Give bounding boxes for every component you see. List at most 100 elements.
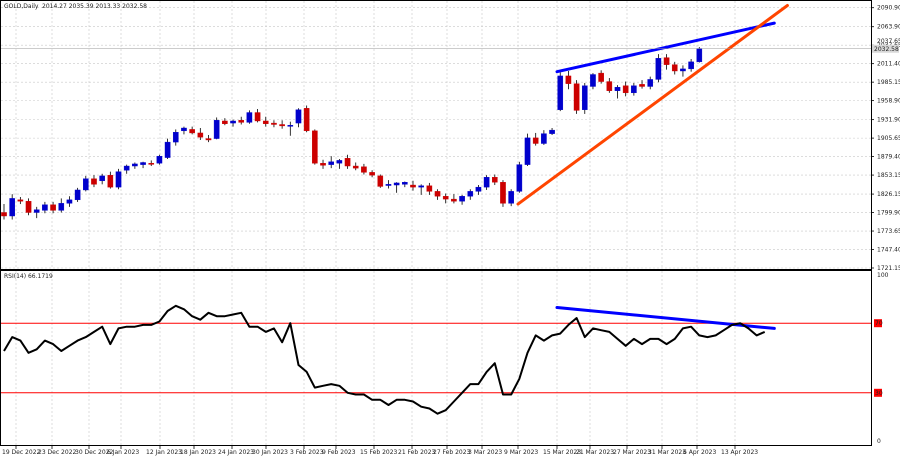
candle-body-up xyxy=(42,204,48,211)
date-tick-label: 9 Feb 2023 xyxy=(322,449,356,456)
date-tick-label: 9 Mar 2023 xyxy=(504,449,538,456)
candle-body-down xyxy=(312,130,318,164)
candle-body-up xyxy=(549,129,555,134)
candle-body-up xyxy=(115,171,122,188)
candle-body-up xyxy=(140,162,146,165)
candle xyxy=(410,180,416,191)
candle-body-up xyxy=(402,182,408,185)
candle xyxy=(91,175,97,188)
candle-body-down xyxy=(434,191,441,197)
current-price-marker: 2037.65 xyxy=(877,38,900,45)
candle-body-down xyxy=(361,166,367,173)
candle xyxy=(647,76,654,90)
date-tick-label: 31 Mar 2023 xyxy=(648,449,686,456)
candle-body-up xyxy=(557,75,564,110)
price-tick-label: 2063.90 xyxy=(877,24,900,31)
candle-body-down xyxy=(197,132,204,138)
candle-body-up xyxy=(541,133,547,144)
candle-body-up xyxy=(66,199,73,204)
price-tick-label: 1958.90 xyxy=(877,98,900,105)
candle-body-down xyxy=(606,81,613,91)
candle-body-down xyxy=(639,84,645,87)
date-tick-label: 21 Feb 2023 xyxy=(398,449,436,456)
price-tick-label: 1747.40 xyxy=(877,247,900,254)
date-tick-label: 3 Feb 2023 xyxy=(290,449,324,456)
main-grid xyxy=(1,1,871,269)
price-tick-label: 1853.15 xyxy=(877,172,900,179)
candle xyxy=(82,175,89,192)
candle xyxy=(33,206,40,219)
date-tick-label: 6 Jan 2023 xyxy=(107,449,139,456)
candle xyxy=(581,82,588,114)
candle xyxy=(442,193,449,204)
candle-body-down xyxy=(25,201,32,213)
candle-body-down xyxy=(91,178,97,185)
date-tick-label: 3 Mar 2023 xyxy=(468,449,502,456)
candle xyxy=(50,201,56,214)
candle xyxy=(230,119,236,127)
candle xyxy=(181,126,187,135)
candle-body-down xyxy=(344,158,351,167)
candle-body-down xyxy=(442,196,449,200)
candle xyxy=(622,81,629,97)
candle xyxy=(655,54,662,83)
candle-body-up xyxy=(647,79,654,87)
candle xyxy=(262,116,269,127)
candle-body-up xyxy=(483,177,490,188)
rsi-divergence-line xyxy=(555,306,776,330)
candle xyxy=(279,120,285,129)
candle-body-up xyxy=(164,141,171,158)
candle xyxy=(524,133,531,167)
price-tick-label: 1985.15 xyxy=(877,79,900,86)
candle-body-down xyxy=(271,122,277,125)
candle xyxy=(197,128,204,140)
candle xyxy=(303,105,310,133)
candle xyxy=(606,78,613,93)
candle-body-down xyxy=(369,172,375,176)
candle xyxy=(500,180,506,207)
candle xyxy=(189,126,195,135)
candle xyxy=(361,163,367,175)
candle xyxy=(639,80,645,89)
candle xyxy=(508,189,514,207)
current-price-label: 2032.58 xyxy=(874,46,899,53)
date-tick-label: 13 Apr 2023 xyxy=(721,449,758,456)
trendlines-layer xyxy=(516,4,789,206)
date-tick-label: 30 Jan 2023 xyxy=(252,449,288,456)
candle xyxy=(614,85,621,99)
candle-body-up xyxy=(459,196,465,202)
candle xyxy=(573,80,580,114)
candle xyxy=(541,130,547,145)
candle-body-up xyxy=(696,48,703,63)
candle-body-up xyxy=(581,85,588,110)
candle xyxy=(148,160,155,167)
symbol-label: GOLD,Daily xyxy=(4,3,39,10)
candle xyxy=(434,189,441,200)
price-tick-label: 1721.15 xyxy=(877,265,900,272)
current-price-box xyxy=(872,44,899,53)
candle-body-up xyxy=(590,74,596,87)
price-tick-label: 2011.40 xyxy=(877,61,900,68)
candle xyxy=(222,118,228,126)
candle-body-down xyxy=(565,75,572,84)
date-tick-label: 15 Mar 2023 xyxy=(543,449,581,456)
candle-body-down xyxy=(500,182,506,204)
rsi-level-marker xyxy=(874,319,882,328)
candle-body-up xyxy=(213,120,220,139)
candle xyxy=(238,116,245,125)
ohlc-readout: 2014.27 2035.39 2013.33 2032.58 xyxy=(42,3,147,10)
candle xyxy=(287,121,294,136)
candle-body-up xyxy=(82,178,89,191)
candle xyxy=(156,154,163,165)
candle xyxy=(295,108,302,128)
candle-body-down xyxy=(254,112,261,122)
price-tick-label: 1931.90 xyxy=(877,117,900,124)
candle xyxy=(483,175,490,190)
candle-body-down xyxy=(377,175,384,187)
candle xyxy=(140,161,146,169)
candle-body-up xyxy=(336,160,343,164)
candle-body-up xyxy=(680,68,686,72)
rsi-panel: 70 30 100 0 RSI(14) 66.1719 xyxy=(0,270,889,446)
candle xyxy=(451,194,457,204)
candle-body-up xyxy=(181,127,187,132)
